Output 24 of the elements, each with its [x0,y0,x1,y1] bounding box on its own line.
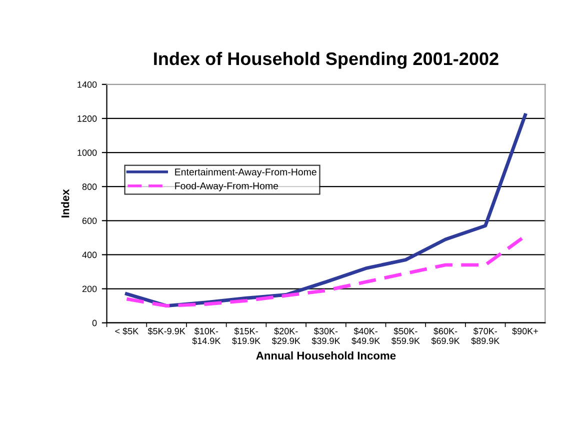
y-tick-label: 1200 [78,115,97,122]
y-tick-label: 800 [82,184,97,190]
legend-label: Entertainment-Away-From-Home [175,168,316,178]
x-tick-label: $5K-9.9K [148,328,186,335]
x-tick-label: $60K- $69.9K [431,328,460,345]
y-axis-title: Index [61,189,70,218]
y-tick-label: 0 [92,320,97,326]
x-tick-label: $10K- $14.9K [192,328,221,345]
y-tick-label: 400 [82,252,97,258]
x-tick-label: $70K- $89.9K [471,328,500,345]
legend-label: Food-Away-From-Home [175,182,278,192]
x-tick-label: < $5K [115,328,139,335]
x-tick-label: $15K- $19.9K [232,328,260,345]
x-tick-label: $30K- $39.9K [312,328,340,345]
y-tick-label: 1400 [78,81,97,88]
y-tick-label: 1000 [78,149,97,156]
chart-title: Index of Household Spending 2001-2002 [154,52,498,69]
y-tick-label: 600 [82,218,97,224]
y-tick-label: 200 [82,286,97,292]
x-tick-label: $90K+ [512,328,538,335]
x-tick-label: $40K- $49.9K [352,328,380,345]
x-tick-label: $50K- $59.9K [391,328,420,345]
x-axis-title: Annual Household Income [256,351,396,360]
x-tick-label: $20K- $29.9K [272,328,300,345]
